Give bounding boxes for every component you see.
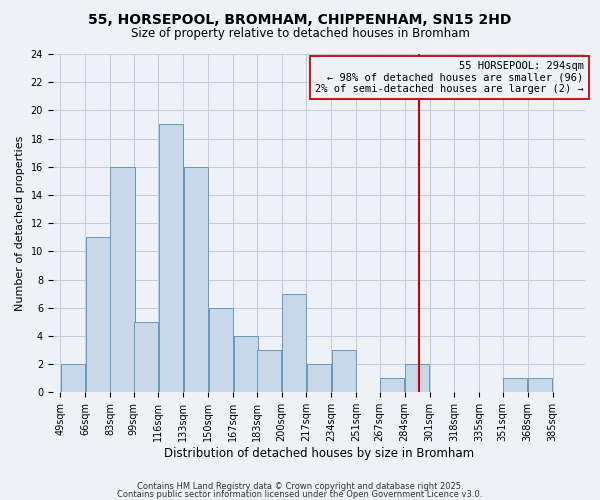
Text: 55 HORSEPOOL: 294sqm
← 98% of detached houses are smaller (96)
2% of semi-detach: 55 HORSEPOOL: 294sqm ← 98% of detached h… <box>315 61 584 94</box>
Bar <box>233 336 258 392</box>
Bar <box>307 364 331 392</box>
Text: Contains HM Land Registry data © Crown copyright and database right 2025.: Contains HM Land Registry data © Crown c… <box>137 482 463 491</box>
X-axis label: Distribution of detached houses by size in Bromham: Distribution of detached houses by size … <box>164 447 474 460</box>
Bar <box>184 167 208 392</box>
Bar <box>159 124 183 392</box>
Bar <box>110 167 134 392</box>
Bar <box>405 364 429 392</box>
Y-axis label: Number of detached properties: Number of detached properties <box>15 136 25 311</box>
Bar <box>61 364 85 392</box>
Bar <box>134 322 158 392</box>
Text: Contains public sector information licensed under the Open Government Licence v3: Contains public sector information licen… <box>118 490 482 499</box>
Text: 55, HORSEPOOL, BROMHAM, CHIPPENHAM, SN15 2HD: 55, HORSEPOOL, BROMHAM, CHIPPENHAM, SN15… <box>88 12 512 26</box>
Text: Size of property relative to detached houses in Bromham: Size of property relative to detached ho… <box>131 28 469 40</box>
Bar <box>86 238 110 392</box>
Bar <box>332 350 356 393</box>
Bar <box>380 378 404 392</box>
Bar <box>503 378 527 392</box>
Bar <box>257 350 281 393</box>
Bar <box>528 378 552 392</box>
Bar <box>282 294 306 392</box>
Bar <box>209 308 233 392</box>
